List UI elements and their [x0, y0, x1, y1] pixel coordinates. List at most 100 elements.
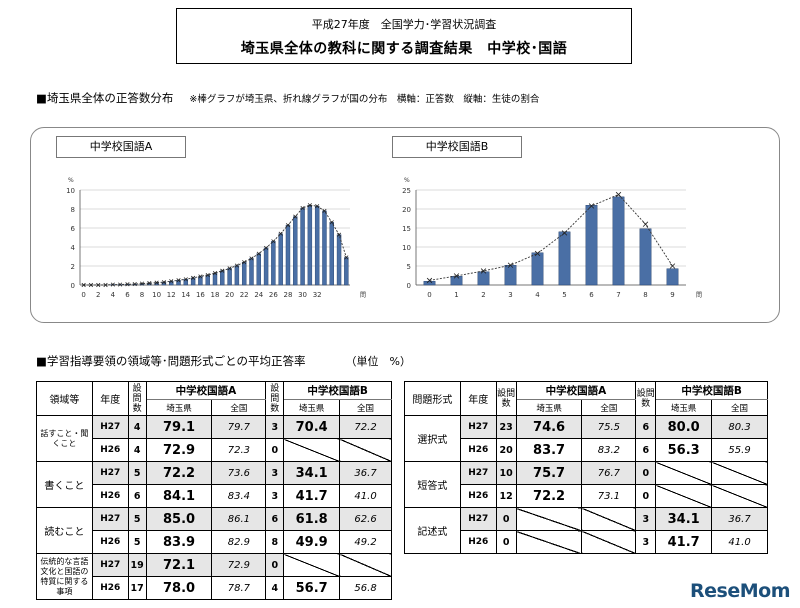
nat-score-b: 55.9: [711, 438, 768, 462]
bar: [531, 252, 544, 286]
table-row: 読むこと H27 5 85.0 86.1 6 61.8 62.6: [36, 507, 392, 554]
count-a-cell: 4: [127, 438, 147, 462]
year-cell: H27: [459, 415, 497, 439]
bar: [450, 276, 463, 286]
empty-cell: [581, 530, 637, 554]
resemom-logo: ReseMom: [690, 580, 790, 602]
national-point: [285, 223, 291, 228]
national-point: [227, 266, 232, 271]
y-tick-label: 8: [71, 206, 75, 214]
national-point: [220, 268, 225, 273]
table-row: 書くこと H27 5 72.2 73.6 3 34.1 36.7: [36, 461, 392, 508]
empty-cell: [283, 553, 341, 577]
pref-score-a: 83.7: [515, 438, 583, 462]
bar: [612, 196, 625, 286]
empty-cell: [339, 438, 392, 462]
empty-cell: [655, 484, 713, 508]
national-point: [480, 268, 487, 274]
national-point: [256, 251, 261, 256]
table-row: H26 17 78.0 78.7 4 56.7 56.8: [37, 576, 392, 600]
pref-score-a: 79.1: [145, 415, 213, 439]
nat-score-a: 75.5: [581, 415, 637, 439]
bar: [504, 265, 517, 286]
bar: [241, 261, 247, 286]
pref-score-a: 75.7: [515, 461, 583, 485]
count-b-cell: 0: [635, 484, 657, 508]
national-point: [322, 208, 327, 213]
year-cell: H26: [91, 484, 129, 508]
national-point: [615, 191, 622, 198]
year-cell: H26: [459, 438, 497, 462]
year-cell: H27: [91, 415, 129, 439]
x-tick-label: 28: [284, 291, 293, 299]
pref-score-b: 61.8: [283, 507, 341, 531]
year-cell: H27: [91, 461, 129, 485]
count-a-cell: 4: [127, 415, 147, 439]
section-distribution-note: ※棒グラフが埼玉県、折れ線グラフが国の分布 横軸：正答数 縦軸：生徒の割合: [189, 94, 540, 105]
empty-cell: [283, 438, 341, 462]
national-point: [293, 214, 298, 219]
national-point: [132, 281, 137, 287]
national-point: [234, 263, 239, 268]
bar: [423, 280, 436, 286]
empty-cell: [581, 507, 637, 531]
nat-score-b: 62.6: [339, 507, 392, 531]
x-tick-label: 8: [643, 291, 647, 299]
pref-score-a: 72.1: [145, 553, 213, 577]
bar: [263, 247, 269, 286]
national-point: [198, 274, 203, 279]
y-tick-label: 4: [71, 244, 76, 252]
pref-score-b: 80.0: [655, 415, 713, 439]
bar: [256, 253, 261, 286]
pref-score-a: 72.2: [515, 484, 583, 508]
y-tick-label: 15: [402, 225, 411, 233]
section-rate-heading: ■学習指導要領の領域等･問題形式ごとの平均正答率 （単位 %）: [36, 353, 411, 369]
bar: [329, 222, 334, 286]
category-cell: 話すこと・聞くこと: [36, 415, 93, 462]
count-b-cell: 6: [265, 507, 285, 531]
header-count-a: 設問数: [127, 381, 147, 416]
nat-score-b: 72.2: [339, 415, 392, 439]
count-b-cell: 3: [265, 461, 285, 485]
section-rate-unit: （単位 %）: [345, 355, 411, 368]
national-point: [315, 204, 320, 209]
pref-score-b: 41.7: [283, 484, 341, 508]
year-cell: H27: [459, 461, 497, 485]
chart-b: 0 5 10 15 20 25% 0 1 2 3 4 5 6 7 8 9 問: [402, 177, 702, 299]
national-point: [271, 239, 276, 244]
national-point: [118, 282, 123, 287]
pref-score-a: 72.2: [145, 461, 213, 485]
national-point: [242, 260, 247, 265]
count-b-cell: 3: [265, 415, 285, 439]
x-tick-label: 22: [240, 291, 249, 299]
national-point: [642, 221, 649, 227]
x-tick-label: 6: [589, 291, 594, 299]
national-point: [125, 282, 130, 287]
bar: [300, 207, 305, 286]
national-line: [429, 194, 673, 281]
national-point: [139, 281, 145, 286]
count-b-cell: 8: [265, 530, 285, 554]
pref-score-a: 78.0: [145, 576, 213, 600]
nat-score-a: 79.7: [211, 415, 267, 439]
x-axis-label: 問: [696, 292, 702, 299]
y-axis-label: %: [68, 177, 74, 184]
pref-score-a: 74.6: [515, 415, 583, 439]
national-point: [588, 203, 595, 209]
bar: [558, 231, 571, 286]
bar: [307, 205, 313, 286]
empty-cell: [711, 461, 768, 485]
nat-score-b: 41.0: [339, 484, 392, 508]
count-a-cell: 5: [127, 461, 147, 485]
nat-score-b: 80.3: [711, 415, 768, 439]
pref-score-b: 70.4: [283, 415, 341, 439]
header-pref-a: 埼玉県: [145, 399, 213, 416]
nat-score-a: 83.2: [581, 438, 637, 462]
bar: [322, 210, 327, 286]
national-point: [110, 282, 115, 287]
national-point: [103, 282, 108, 288]
count-a-cell: 5: [127, 507, 147, 531]
header-year: 年度: [91, 381, 129, 416]
x-tick-label: 4: [111, 291, 116, 299]
